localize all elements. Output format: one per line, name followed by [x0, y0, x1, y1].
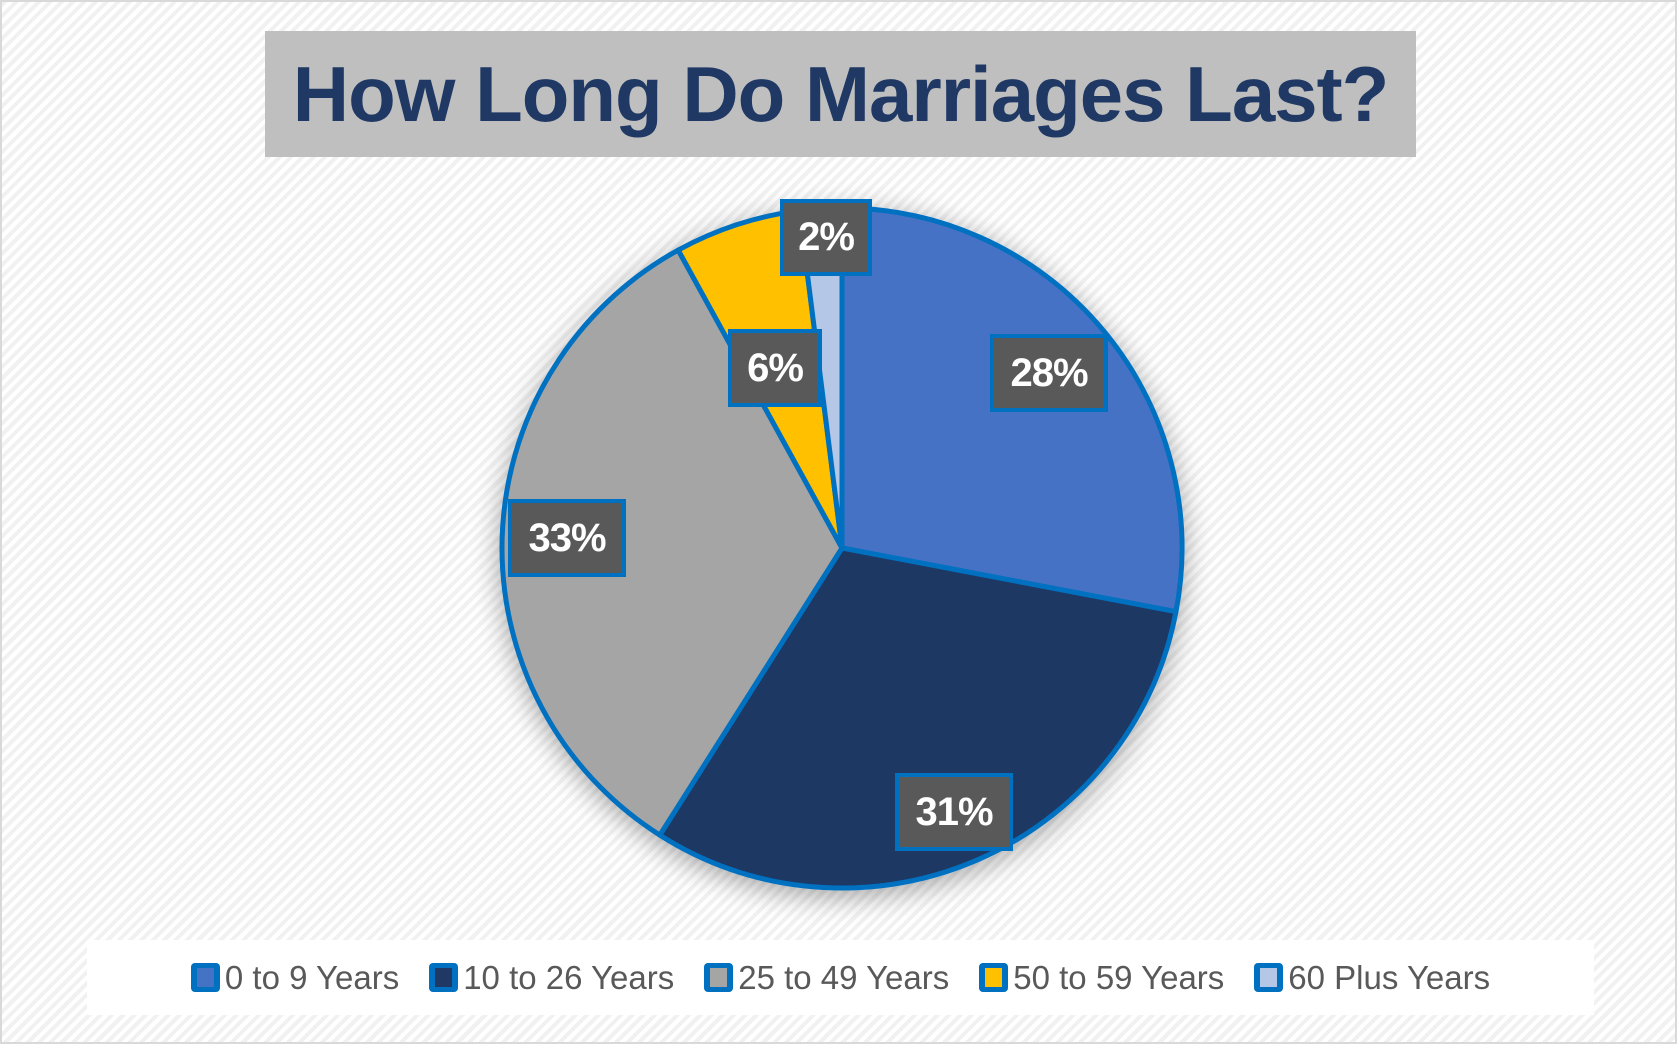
legend-label: 25 to 49 Years [738, 958, 950, 996]
legend-swatch [1260, 968, 1278, 987]
legend-label: 0 to 9 Years [224, 958, 400, 996]
chart-legend: 0 to 9 Years 10 to 26 Years 25 to 49 Yea… [87, 940, 1594, 1015]
data-label-10-to-26-years: 31% [895, 773, 1013, 851]
legend-label: 10 to 26 Years [463, 958, 675, 996]
data-label-25-to-49-years: 33% [508, 499, 626, 577]
legend-marker-icon [1254, 963, 1284, 992]
legend-marker-icon [190, 963, 220, 992]
legend-item-60-plus-years[interactable]: 60 Plus Years [1254, 959, 1490, 997]
legend-label: 50 to 59 Years [1013, 958, 1225, 996]
data-label-60-plus-years: 2% [780, 199, 872, 276]
legend-marker-icon [429, 963, 459, 992]
legend-marker-icon [979, 963, 1009, 992]
legend-swatch [435, 968, 453, 987]
legend-swatch [985, 968, 1003, 987]
legend-item-0-to-9-years[interactable]: 0 to 9 Years [190, 958, 400, 997]
legend-swatch [710, 968, 728, 987]
data-label-0-to-9-years: 28% [990, 334, 1108, 412]
legend-item-10-to-26-years[interactable]: 10 to 26 Years [429, 959, 674, 997]
data-label-50-to-59-years: 6% [728, 329, 822, 407]
legend-swatch [196, 968, 214, 987]
legend-item-25-to-49-years[interactable]: 25 to 49 Years [704, 959, 949, 997]
chart-title-box: How Long Do Marriages Last? [265, 31, 1416, 157]
chart-title: How Long Do Marriages Last? [292, 49, 1389, 138]
legend-label: 60 Plus Years [1288, 958, 1491, 996]
legend-marker-icon [704, 963, 734, 992]
legend-item-50-to-59-years[interactable]: 50 to 59 Years [979, 959, 1224, 997]
